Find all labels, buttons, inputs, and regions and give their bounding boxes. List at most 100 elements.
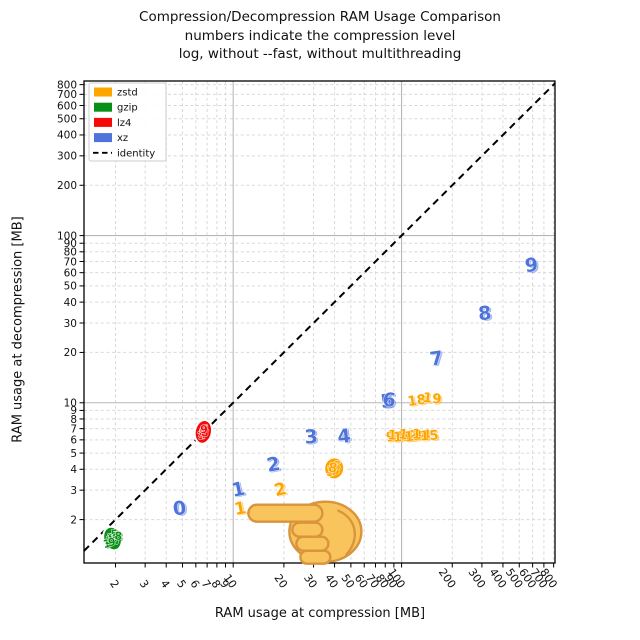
svg-text:7: 7 [428,347,444,371]
svg-text:8: 8 [328,462,340,479]
data-point-xz-5: 55 [379,389,397,414]
y-tick-label: 5 [70,448,77,460]
data-point-xz-8: 88 [477,302,494,327]
svg-text:4: 4 [199,422,210,436]
svg-text:5: 5 [329,462,342,479]
svg-text:7: 7 [331,465,341,481]
x-tick-label: 4 [158,578,173,591]
y-tick-label: 300 [57,151,77,163]
y-tick-label: 500 [57,114,77,126]
legend-item-xz: xz [94,133,128,144]
legend: zstd gzip lz4 xz identity [88,82,167,162]
y-tick-label: 20 [64,347,77,359]
data-point-xz-6: 66 [381,388,398,413]
svg-text:2: 2 [267,454,284,478]
backhand-index-pointing-left-icon [247,500,363,565]
y-tick-label: 2 [70,514,77,526]
svg-text:2: 2 [272,479,288,501]
svg-text:6: 6 [332,460,343,476]
data-point-gzip-9: 99 [107,535,117,550]
y-tick-label: 8 [70,414,77,426]
svg-text:3: 3 [305,427,320,450]
y-tick-label: 400 [57,130,77,142]
x-tick-label: 40 [322,572,341,591]
svg-text:5: 5 [379,390,395,414]
data-point-xz-4: 44 [336,424,354,449]
svg-text:2: 2 [274,480,290,502]
x-tick-label: 400 [486,566,509,591]
gridlines [84,81,555,563]
svg-text:6: 6 [200,427,209,440]
y-tick-label: 7 [70,423,77,435]
data-point-gzip-2: 22 [104,534,115,550]
gzip-cluster-blob [102,525,123,552]
lz4-cluster-blob [193,418,214,445]
svg-text:4: 4 [108,530,119,545]
data-point-zstd-6: 66 [330,458,343,476]
y-tick-label: 600 [57,100,77,112]
legend-label: xz [117,133,128,144]
data-point-xz-1: 11 [229,477,249,503]
svg-text:3: 3 [304,426,319,449]
svg-text:7: 7 [201,428,211,442]
svg-text:13: 13 [405,429,425,447]
svg-text:8: 8 [200,426,209,440]
data-point-xz-3: 33 [303,425,320,450]
svg-text:1: 1 [235,499,250,521]
data-point-zstd-5: 55 [329,462,344,480]
svg-text:6: 6 [331,459,342,475]
svg-text:1: 1 [196,429,206,443]
svg-text:15: 15 [421,429,441,446]
zstd-cluster-blob [323,456,346,481]
svg-text:6: 6 [199,426,208,439]
svg-text:1: 1 [104,538,114,552]
y-tick-label: 60 [64,267,77,279]
data-point-gzip-7: 77 [111,533,124,549]
data-point-lz4-3: 33 [199,424,210,439]
svg-text:2: 2 [265,453,282,477]
identity-line [83,82,556,552]
x-tick-label: 2 [107,578,122,591]
x-tick-label: 5 [174,578,189,591]
x-tick-label: 30 [301,572,320,591]
data-point-zstd-8: 88 [326,460,340,479]
y-tick-label: 50 [64,281,77,293]
svg-text:9: 9 [109,537,117,550]
data-point-zstd-2: 22 [272,478,291,502]
svg-text:12: 12 [397,426,418,444]
title-line-2: numbers indicate the compression level [184,27,456,44]
svg-text:8: 8 [326,460,338,477]
svg-text:8: 8 [477,302,492,325]
svg-text:12: 12 [399,428,420,446]
svg-text:8: 8 [116,531,125,545]
data-point-lz4-1: 11 [196,428,208,443]
svg-text:10: 10 [388,429,408,447]
svg-text:7: 7 [112,533,123,547]
x-tick-label: 200 [436,566,459,591]
x-tick-label: 3 [137,578,152,591]
svg-text:2: 2 [198,426,207,440]
svg-text:18: 18 [408,392,429,410]
svg-text:14: 14 [411,426,431,443]
data-point-gzip-6: 66 [110,530,122,546]
svg-text:3: 3 [326,465,335,480]
data-point-lz4-4: 44 [199,421,211,437]
svg-text:8: 8 [479,303,494,326]
data-point-lz4-2: 22 [197,426,208,442]
svg-text:4: 4 [107,529,118,544]
lz4-swatch [94,117,112,127]
y-tick-label: 9 [70,405,77,417]
data-point-gzip-8: 88 [114,529,125,545]
svg-text:9: 9 [385,429,397,446]
svg-text:2: 2 [106,535,115,549]
svg-text:0: 0 [172,497,187,520]
data-point-zstd-1: 11 [232,498,250,521]
svg-text:3: 3 [106,531,115,545]
